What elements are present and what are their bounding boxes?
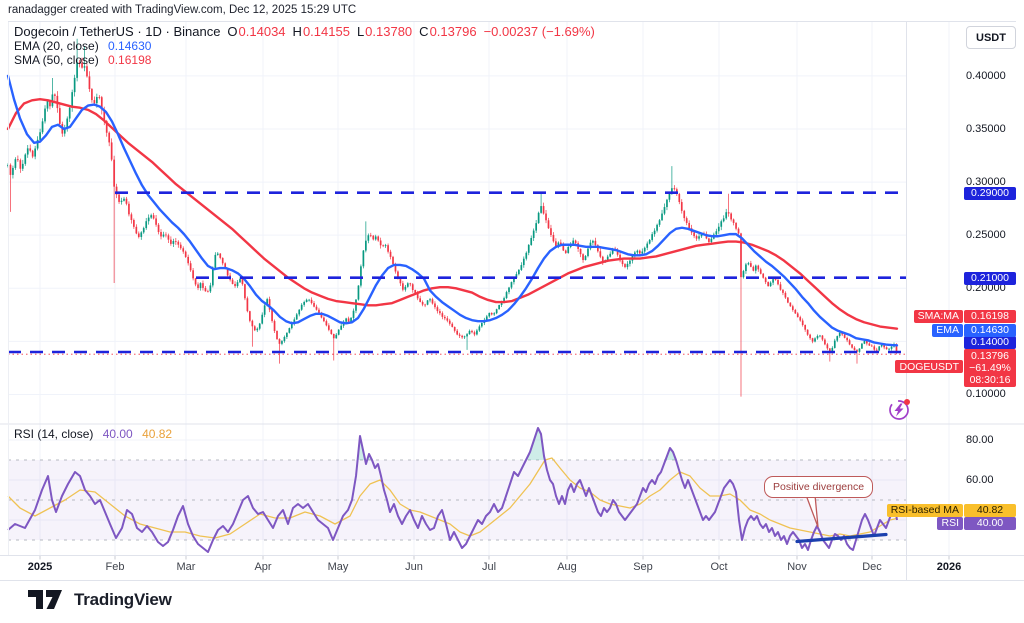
candlestick-series xyxy=(7,38,898,397)
price-level-chip[interactable]: 0.14000 xyxy=(964,335,1016,349)
price-axis-label: 0.10000 xyxy=(966,388,1006,401)
time-axis-label: Aug xyxy=(557,561,577,573)
currency-unit-button[interactable]: USDT xyxy=(966,26,1016,49)
time-axis-label: Feb xyxy=(105,561,125,573)
ohlc-item: H0.14155 xyxy=(292,24,350,39)
ohlc-item: O0.14034 xyxy=(227,24,286,39)
price-level-chip[interactable]: 0.29000 xyxy=(964,186,1016,200)
time-axis-label: 2026 xyxy=(936,561,962,573)
ohlc-values: O0.14034 H0.14155 L0.13780 C0.13796 xyxy=(220,24,476,39)
change-value: −0.00237 (−1.69%) xyxy=(483,24,595,39)
price-axis-label: 0.25000 xyxy=(966,229,1006,242)
symbol-tag[interactable]: DOGEUSDT xyxy=(895,360,963,373)
sma-legend-label[interactable]: SMA (50, close) xyxy=(14,53,99,67)
rsi-ma-legend-value: 40.82 xyxy=(142,427,173,441)
rsi-legend[interactable]: RSI (14, close) 40.00 40.82 xyxy=(14,427,172,441)
lightning-badge-icon[interactable] xyxy=(886,397,911,422)
rsi-tag[interactable]: RSI xyxy=(937,516,963,530)
price-axis-label: 0.30000 xyxy=(966,176,1006,189)
price-level-chip[interactable]: 0.21000 xyxy=(964,271,1016,285)
ema-value-chip[interactable]: 0.14630 xyxy=(964,323,1016,337)
symbol-legend[interactable]: Dogecoin / TetherUS · 1D · Binance O0.140… xyxy=(14,24,595,39)
sma-legend-value: 0.16198 xyxy=(108,53,152,67)
time-axis-label: Sep xyxy=(633,561,653,573)
time-axis-label: Apr xyxy=(254,561,272,573)
symbol-title[interactable]: Dogecoin / TetherUS · 1D · Binance xyxy=(14,24,221,39)
time-axis-label: May xyxy=(327,561,349,573)
grid xyxy=(8,22,950,555)
price-axis-label: 0.20000 xyxy=(966,282,1006,295)
ema-line[interactable] xyxy=(6,74,899,347)
rsi-axis-label: 80.00 xyxy=(966,434,994,446)
sma-value-chip[interactable]: 0.16198 xyxy=(964,309,1016,323)
positive-divergence-callout[interactable]: Positive divergence xyxy=(764,476,874,498)
divergence-trendline[interactable] xyxy=(795,532,888,544)
rsi-ma-tag[interactable]: RSI-based MA xyxy=(886,503,963,517)
time-axis-label: Nov xyxy=(787,561,807,573)
time-axis-label: Mar xyxy=(176,561,196,573)
pane-separators xyxy=(0,21,1024,581)
time-axis-label: Jul xyxy=(481,561,497,573)
time-axis-label: Oct xyxy=(710,561,728,573)
rsi-line[interactable] xyxy=(7,427,898,553)
rsi-ma-line[interactable] xyxy=(7,457,898,539)
time-axis-label: Dec xyxy=(862,561,882,573)
tradingview-logo-text: TradingView xyxy=(74,590,172,609)
rsi-overbought-fill xyxy=(665,448,676,460)
symbol-price-chip[interactable]: 0.13796 −61.49% 08:30:16 xyxy=(964,349,1016,387)
sma-legend[interactable]: SMA (50, close) 0.16198 xyxy=(14,53,151,67)
tradingview-logo-icon xyxy=(28,590,62,609)
rsi-value-chip[interactable]: 40.00 xyxy=(964,516,1016,530)
rsi-legend-label[interactable]: RSI (14, close) xyxy=(14,427,94,441)
ema-line-tag[interactable]: EMA xyxy=(932,323,963,337)
sma-line-tag[interactable]: SMA:MA xyxy=(913,309,963,323)
time-axis-label: Jun xyxy=(405,561,423,573)
ema-legend-label[interactable]: EMA (20, close) xyxy=(14,39,99,53)
ema-legend[interactable]: EMA (20, close) 0.14630 xyxy=(14,39,151,53)
price-axis-label: 0.40000 xyxy=(966,69,1006,82)
ohlc-item: L0.13780 xyxy=(356,24,413,39)
attribution-text: ranadagger created with TradingView.com,… xyxy=(8,4,357,16)
tradingview-logo: TradingView xyxy=(28,589,172,611)
rsi-axis-label: 60.00 xyxy=(966,474,994,486)
ema-legend-value: 0.14630 xyxy=(108,39,152,53)
time-axis-label: 2025 xyxy=(27,561,53,573)
sma-line[interactable] xyxy=(6,98,899,330)
rsi-ma-value-chip[interactable]: 40.82 xyxy=(964,503,1016,517)
ohlc-item: C0.13796 xyxy=(419,24,477,39)
rsi-legend-value: 40.00 xyxy=(102,427,133,441)
price-axis-label: 0.35000 xyxy=(966,122,1006,135)
